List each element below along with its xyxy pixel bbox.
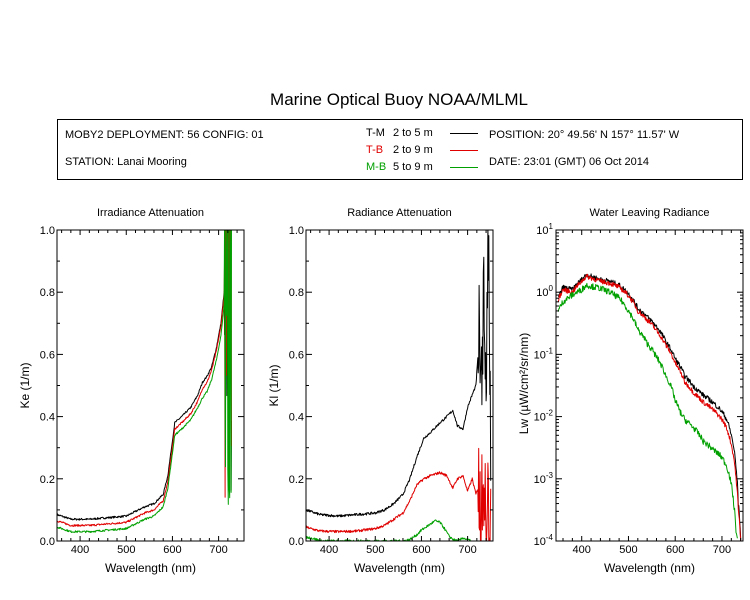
y-tick-label-exponent: -3 bbox=[546, 471, 554, 480]
series-group bbox=[557, 273, 742, 541]
x-tick-label: 700 bbox=[209, 544, 227, 556]
x-tick-label: 700 bbox=[458, 544, 476, 556]
y-tick-label: 100 bbox=[536, 284, 553, 299]
legend-code: M-B bbox=[366, 161, 387, 173]
x-tick-label: 600 bbox=[666, 544, 684, 556]
y-tick-label-exponent: 0 bbox=[549, 284, 554, 293]
y-tick-label: 0.4 bbox=[289, 412, 304, 424]
x-axis-label: Wavelength (nm) bbox=[604, 561, 695, 575]
y-tick-label: 0.6 bbox=[289, 349, 304, 361]
chart-title: Irradiance Attenuation bbox=[97, 207, 204, 219]
series-t-b-line bbox=[306, 447, 492, 541]
legend-line bbox=[450, 133, 478, 134]
series-t-m-line bbox=[557, 273, 742, 540]
series-group bbox=[57, 230, 232, 534]
date-text: DATE: 23:01 (GMT) 06 Oct 2014 bbox=[489, 156, 649, 168]
x-tick-label: 500 bbox=[366, 544, 384, 556]
position-text: POSITION: 20° 49.56' N 157° 11.57' W bbox=[489, 129, 680, 141]
series-m-b-line bbox=[557, 282, 738, 539]
legend-line bbox=[450, 167, 478, 168]
series-t-m-line bbox=[57, 230, 232, 521]
y-tick-label: 0.0 bbox=[289, 536, 304, 548]
y-axis-label: Kl (1/m) bbox=[267, 364, 281, 406]
info-box: MOBY2 DEPLOYMENT: 56 CONFIG: 01 STATION:… bbox=[57, 119, 743, 180]
x-tick-label: 500 bbox=[117, 544, 135, 556]
plot-frame bbox=[56, 229, 245, 542]
y-tick-label: 1.0 bbox=[40, 225, 55, 237]
chart-1: Radiance Attenuation 400 500 600 700 0.0 0.2 0.… bbox=[267, 207, 494, 575]
chart-title: Water Leaving Radiance bbox=[589, 207, 709, 219]
plot-frame bbox=[555, 229, 744, 542]
y-tick-label: 0.8 bbox=[40, 287, 55, 299]
series-t-m-line bbox=[306, 230, 492, 518]
station-text: STATION: Lanai Mooring bbox=[65, 156, 187, 168]
x-tick-label: 600 bbox=[412, 544, 430, 556]
y-tick-label: 101 bbox=[536, 222, 553, 237]
x-tick-label: 700 bbox=[713, 544, 731, 556]
legend-range: 2 to 5 m bbox=[393, 127, 433, 139]
y-axis-label: Lw (µW/cm²/sr/nm) bbox=[517, 333, 531, 435]
series-t-b-line bbox=[57, 230, 232, 527]
y-tick-label-exponent: -1 bbox=[546, 346, 554, 355]
y-tick-label-exponent: 1 bbox=[549, 222, 554, 231]
legend-range: 2 to 9 m bbox=[393, 144, 433, 156]
y-tick-label: 10-2 bbox=[534, 409, 554, 424]
y-tick-label: 10-1 bbox=[534, 346, 554, 361]
x-tick-label: 400 bbox=[573, 544, 591, 556]
x-axis-label: Wavelength (nm) bbox=[354, 561, 445, 575]
x-axis-label: Wavelength (nm) bbox=[105, 561, 196, 575]
legend-code: T-M bbox=[366, 127, 385, 139]
y-tick-label: 0.4 bbox=[40, 412, 55, 424]
y-tick-label: 10-3 bbox=[534, 471, 554, 486]
x-tick-label: 400 bbox=[71, 544, 89, 556]
legend-code: T-B bbox=[366, 144, 384, 156]
series-t-b-line bbox=[557, 273, 742, 541]
plot-frame bbox=[305, 229, 494, 542]
x-tick-label: 600 bbox=[163, 544, 181, 556]
y-tick-label: 0.8 bbox=[289, 287, 304, 299]
y-axis-label: Ke (1/m) bbox=[18, 362, 32, 408]
y-tick-label: 0.0 bbox=[40, 536, 55, 548]
x-tick-label: 400 bbox=[320, 544, 338, 556]
y-tick-label: 10-4 bbox=[534, 533, 554, 548]
deployment-text: MOBY2 DEPLOYMENT: 56 CONFIG: 01 bbox=[65, 129, 264, 141]
y-tick-label: 1.0 bbox=[289, 225, 304, 237]
chart-main-title: Marine Optical Buoy NOAA/MLML bbox=[270, 90, 528, 109]
y-tick-label: 0.2 bbox=[40, 474, 55, 486]
series-group bbox=[306, 230, 492, 541]
legend-line bbox=[450, 150, 478, 151]
y-tick-label: 0.6 bbox=[40, 349, 55, 361]
legend-range: 5 to 9 m bbox=[393, 161, 433, 173]
series-m-b-line bbox=[306, 519, 472, 541]
y-tick-label: 0.2 bbox=[289, 474, 304, 486]
series-m-b-line bbox=[57, 230, 232, 534]
x-tick-label: 500 bbox=[619, 544, 637, 556]
chart-title: Radiance Attenuation bbox=[347, 207, 452, 219]
y-tick-label-exponent: -2 bbox=[546, 409, 554, 418]
y-tick-label-exponent: -4 bbox=[546, 533, 554, 542]
chart-0: Irradiance Attenuation 400 500 600 700 0.0 0.2… bbox=[18, 207, 245, 575]
